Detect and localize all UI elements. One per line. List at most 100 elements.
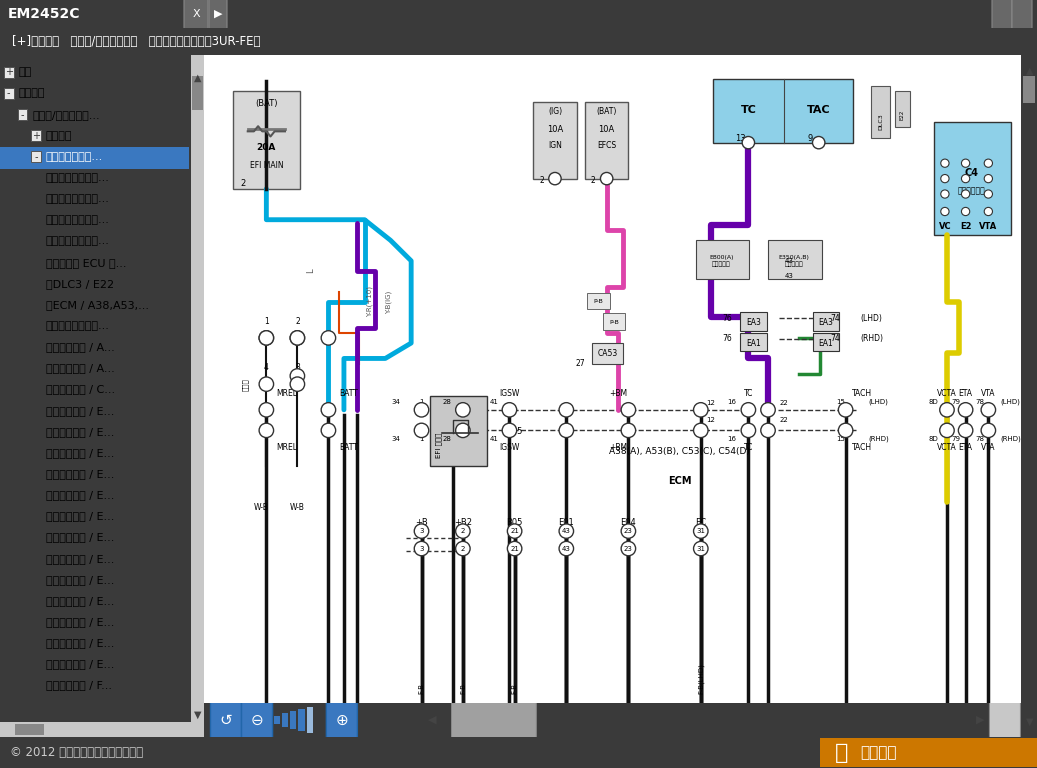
Text: 2: 2 [295,316,300,326]
Text: IGSW: IGSW [499,389,520,398]
Text: 43: 43 [784,273,793,280]
Text: 4: 4 [263,362,269,372]
Text: －接线连接器 / E...: －接线连接器 / E... [46,554,114,564]
Text: F-B(LHD): F-B(LHD) [698,664,704,694]
Bar [602,313,625,329]
Text: 2: 2 [539,176,543,185]
Circle shape [321,331,336,345]
Text: ▶: ▶ [214,8,222,19]
Text: 41: 41 [489,399,499,405]
Circle shape [290,331,305,345]
Circle shape [984,190,992,198]
Text: ETA: ETA [958,389,973,398]
Circle shape [984,207,992,216]
Circle shape [549,173,561,185]
Circle shape [507,524,522,538]
Text: 巡航控制: 巡航控制 [46,131,73,141]
Text: W-B: W-B [290,503,305,512]
Text: 12: 12 [706,399,716,406]
Text: EA1: EA1 [818,339,834,348]
Bar [192,76,203,110]
Text: EA3: EA3 [818,318,834,327]
Circle shape [838,402,852,417]
Text: BATT: BATT [340,442,359,452]
Text: (LHD): (LHD) [1001,399,1020,405]
Text: VTA: VTA [981,389,996,398]
Circle shape [259,331,274,345]
Circle shape [502,423,516,438]
Text: Y-R(+10): Y-R(+10) [366,286,373,317]
Text: 8D: 8D [929,435,938,442]
Text: 概述: 概述 [19,68,32,78]
FancyBboxPatch shape [451,672,536,768]
Bar [895,91,909,127]
Text: 74: 74 [830,314,840,323]
Bar [307,707,313,733]
FancyBboxPatch shape [211,637,242,768]
Text: 1: 1 [419,435,424,442]
Text: －接线连接器 / E...: －接线连接器 / E... [46,659,114,669]
Bar [696,240,750,280]
Text: EFI MAIN: EFI MAIN [250,161,283,170]
Circle shape [961,159,970,167]
Text: 2: 2 [591,176,595,185]
Text: EC: EC [695,518,706,528]
Text: 74: 74 [830,334,840,343]
Circle shape [290,369,305,383]
Circle shape [621,541,636,556]
Circle shape [694,423,708,438]
Text: EA1: EA1 [747,339,761,348]
Circle shape [761,402,776,417]
Text: ↺: ↺ [220,713,232,727]
Text: -: - [7,88,10,98]
Bar [233,91,301,189]
Text: VCTA: VCTA [937,389,957,398]
Text: 3: 3 [419,545,424,551]
Circle shape [694,524,708,538]
Text: B05: B05 [506,518,523,528]
Circle shape [941,207,949,216]
Bar [813,333,839,351]
Circle shape [984,159,992,167]
Text: 41: 41 [489,435,499,442]
Circle shape [259,402,274,417]
Circle shape [958,423,973,438]
Text: VTA: VTA [979,223,998,231]
Text: +: + [5,68,12,78]
Text: ▼: ▼ [1026,717,1033,727]
Bar [740,313,767,331]
Circle shape [559,541,573,556]
Circle shape [940,423,954,438]
Text: －距离控制 ECU 总...: －距离控制 ECU 总... [46,257,127,267]
FancyBboxPatch shape [242,637,273,768]
Text: 78: 78 [976,399,984,405]
Text: 34: 34 [391,435,400,442]
Text: －接线连接器 / E...: －接线连接器 / E... [46,511,114,521]
Circle shape [761,423,776,438]
FancyBboxPatch shape [992,0,1012,53]
Text: EFCS: EFCS [597,141,616,151]
Bar [587,293,610,310]
Bar [713,79,852,143]
Circle shape [414,423,428,438]
Text: A38(A), A53(B), C53(C), C54(D): A38(A), A53(B), C53(C), C54(D) [609,447,750,455]
Text: E01: E01 [559,518,574,528]
Text: 43: 43 [784,258,793,264]
Text: +BM: +BM [609,442,627,452]
Text: TACH: TACH [852,389,872,398]
FancyBboxPatch shape [4,88,13,99]
Text: EC: EC [695,426,706,435]
Text: 27: 27 [576,359,585,368]
Bar [299,709,305,731]
Text: EM2452C: EM2452C [8,7,81,21]
FancyBboxPatch shape [989,671,1020,768]
Circle shape [741,402,756,417]
Text: ETA: ETA [958,442,973,452]
Text: +B: +B [415,518,428,528]
Text: VTA: VTA [981,442,996,452]
Circle shape [981,402,996,417]
Circle shape [694,402,708,417]
Text: P-B: P-B [593,300,604,304]
Text: 1: 1 [264,316,269,326]
Bar [274,716,280,724]
